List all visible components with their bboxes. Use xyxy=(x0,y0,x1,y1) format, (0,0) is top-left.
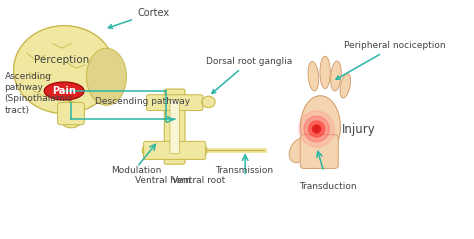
FancyBboxPatch shape xyxy=(300,135,338,168)
Ellipse shape xyxy=(320,56,330,89)
Text: Peripheral nociception: Peripheral nociception xyxy=(336,41,446,79)
Ellipse shape xyxy=(340,74,351,98)
Ellipse shape xyxy=(86,48,127,105)
Ellipse shape xyxy=(148,95,166,109)
Ellipse shape xyxy=(58,102,84,128)
Text: Ascending
pathway
(Spinothalamic
tract): Ascending pathway (Spinothalamic tract) xyxy=(4,72,73,114)
Ellipse shape xyxy=(14,26,115,114)
Circle shape xyxy=(309,121,325,137)
Circle shape xyxy=(304,116,329,142)
Ellipse shape xyxy=(301,96,340,158)
Text: Descending pathway: Descending pathway xyxy=(95,97,190,106)
Text: Transmission: Transmission xyxy=(215,166,273,175)
FancyBboxPatch shape xyxy=(144,141,206,159)
Ellipse shape xyxy=(44,82,84,100)
Ellipse shape xyxy=(308,62,319,91)
Text: Perception: Perception xyxy=(34,55,90,65)
Text: Ventral horn: Ventral horn xyxy=(135,176,191,185)
Ellipse shape xyxy=(330,61,341,91)
Text: Ventral root: Ventral root xyxy=(173,176,226,185)
Ellipse shape xyxy=(202,96,215,108)
FancyBboxPatch shape xyxy=(164,89,185,164)
Text: Cortex: Cortex xyxy=(109,8,169,28)
Circle shape xyxy=(314,126,319,132)
Circle shape xyxy=(312,125,321,133)
Ellipse shape xyxy=(183,142,207,159)
Text: Pain: Pain xyxy=(52,86,76,96)
Text: Modulation: Modulation xyxy=(111,166,162,175)
Ellipse shape xyxy=(142,142,166,159)
Text: Dorsal root ganglia: Dorsal root ganglia xyxy=(206,57,292,93)
Ellipse shape xyxy=(289,138,310,163)
Text: Transduction: Transduction xyxy=(299,183,357,191)
Circle shape xyxy=(299,111,335,147)
FancyBboxPatch shape xyxy=(57,102,84,125)
FancyBboxPatch shape xyxy=(170,99,179,154)
Text: Injury: Injury xyxy=(342,123,375,136)
FancyBboxPatch shape xyxy=(146,95,203,110)
Ellipse shape xyxy=(183,95,201,109)
